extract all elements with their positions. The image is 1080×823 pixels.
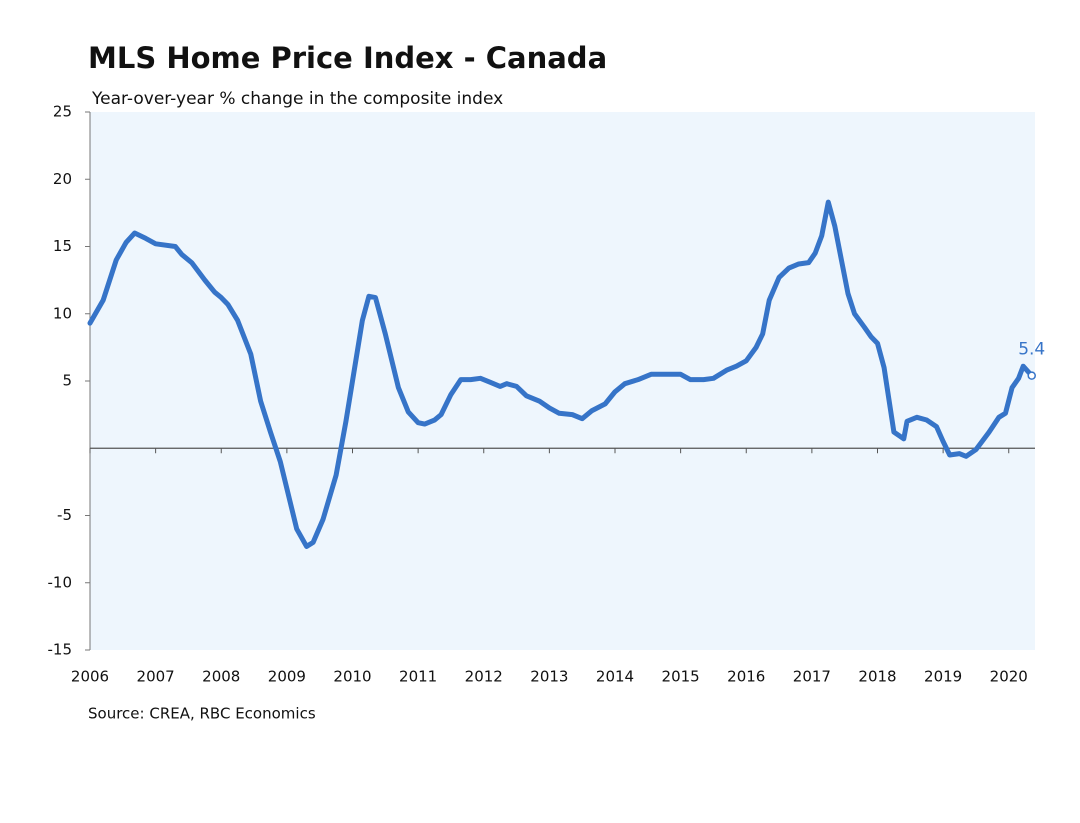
x-tick-label: 2006 (71, 668, 109, 686)
x-tick-label: 2016 (727, 668, 765, 686)
x-tick-label: 2007 (137, 668, 175, 686)
chart-title: MLS Home Price Index - Canada (88, 41, 607, 75)
x-tick-label: 2017 (793, 668, 831, 686)
x-tick-label: 2009 (268, 668, 306, 686)
x-tick-label: 2013 (530, 668, 568, 686)
plot-area (90, 112, 1035, 650)
y-tick-label: 25 (53, 103, 72, 121)
x-tick-label: 2011 (399, 668, 437, 686)
end-marker (1027, 371, 1036, 380)
x-tick-label: 2010 (333, 668, 371, 686)
x-tick-label: 2012 (465, 668, 503, 686)
y-tick-label: 20 (53, 170, 72, 188)
x-tick-label: 2015 (662, 668, 700, 686)
x-tick-label: 2008 (202, 668, 240, 686)
x-tick-label: 2019 (924, 668, 962, 686)
y-tick-label: 10 (53, 304, 72, 322)
y-tick-label: -15 (48, 641, 73, 659)
line (87, 199, 1035, 549)
source-note: Source: CREA, RBC Economics (88, 705, 316, 723)
y-tick-label: 15 (53, 237, 72, 255)
y-tick-label: 5 (62, 372, 72, 390)
x-tick-label: 2014 (596, 668, 634, 686)
y-tick-label: -5 (57, 506, 72, 524)
chart-subtitle: Year-over-year % change in the composite… (91, 89, 503, 109)
annotation: 5.4 (1018, 340, 1045, 360)
y-tick-label: -10 (48, 573, 73, 591)
x-tick-label: 2018 (858, 668, 896, 686)
x-tick-label: 2020 (990, 668, 1028, 686)
